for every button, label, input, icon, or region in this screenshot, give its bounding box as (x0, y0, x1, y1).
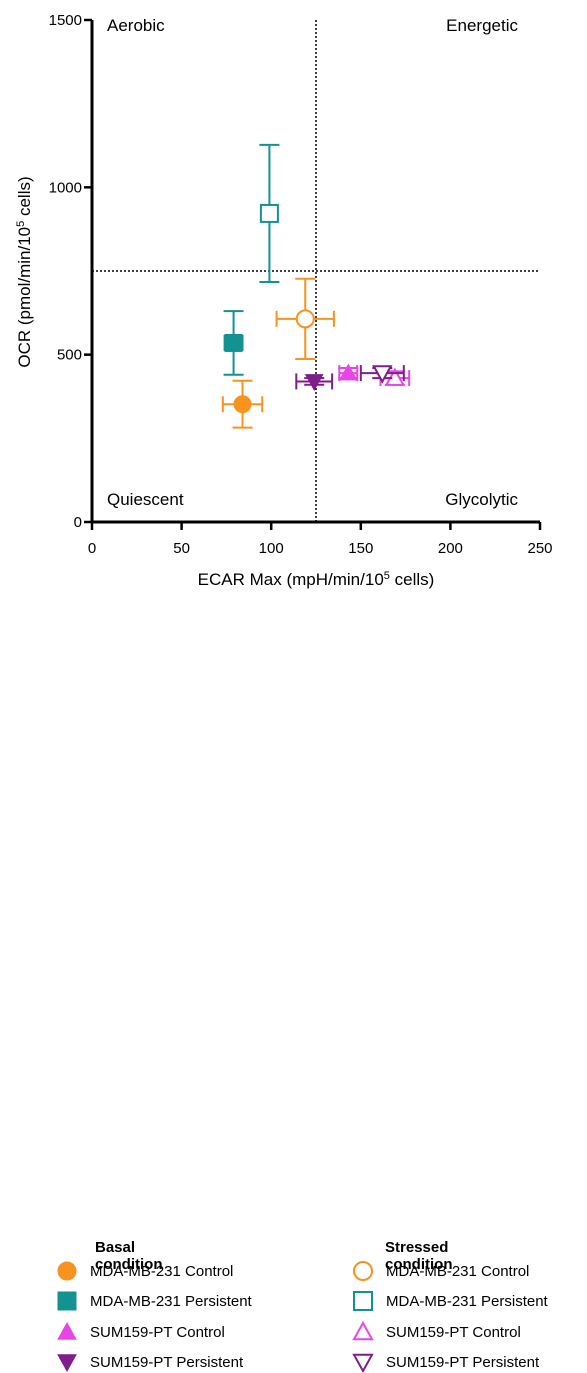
triangle-up-marker (57, 1321, 77, 1340)
square-marker (57, 1291, 77, 1311)
y-tick-label: 0 (74, 514, 82, 531)
legend-item-basal: MDA-MB-231 Control (56, 1260, 233, 1282)
x-axis-label-sup: 5 (384, 570, 390, 582)
x-axis-label-end: cells) (390, 570, 434, 589)
y-axis-label-main: OCR (pmol/min/10 (15, 227, 34, 368)
circle-marker (353, 1261, 373, 1281)
data-point (259, 143, 280, 284)
y-axis-label-sup: 5 (15, 221, 27, 227)
tick-labels: 0 50 100 150 200 250 0 500 1000 1500 (49, 12, 553, 557)
quadrant-labels: Aerobic Energetic Quiescent Glycolytic (107, 16, 518, 509)
quadrant-dividers (92, 20, 540, 522)
chart-container: Aerobic Energetic Quiescent Glycolytic 0… (15, 12, 553, 1373)
legend-item-stressed: MDA-MB-231 Persistent (352, 1290, 548, 1312)
triangle-down-marker (372, 365, 393, 384)
legend-marker-icon (57, 1354, 77, 1373)
y-tick-label: 500 (57, 347, 82, 364)
x-axis-label-main: ECAR Max (mpH/min/10 (198, 570, 384, 589)
data-points (221, 143, 411, 429)
legend-label: MDA-MB-231 Control (386, 1262, 530, 1280)
triangle-up-marker (352, 1321, 374, 1341)
triangle-up-marker (338, 363, 358, 381)
legend-marker-icon (57, 1261, 77, 1281)
data-point (275, 277, 335, 361)
legend-label: MDA-MB-231 Control (90, 1262, 234, 1280)
y-tick-label: 1000 (49, 179, 82, 196)
legend-marker-icon (353, 1261, 373, 1281)
legend-item-basal: SUM159-PT Control (56, 1321, 225, 1343)
quadrant-label-aerobic: Aerobic (107, 16, 165, 35)
legend-item-stressed: MDA-MB-231 Control (352, 1260, 529, 1282)
legend-item-stressed: SUM159-PT Control (352, 1321, 521, 1343)
quadrant-label-quiescent: Quiescent (107, 490, 184, 509)
x-tick-label: 150 (348, 540, 373, 557)
legend-marker-icon (352, 1321, 374, 1341)
triangle-down-marker (304, 374, 324, 391)
scatter-plot: Aerobic Energetic Quiescent Glycolytic 0… (15, 12, 553, 589)
legend-label: MDA-MB-231 Persistent (90, 1292, 252, 1310)
quadrant-label-energetic: Energetic (446, 16, 518, 35)
x-tick-label: 250 (527, 540, 552, 557)
y-tick-label: 1500 (49, 12, 82, 29)
data-point (295, 373, 334, 391)
square-marker (353, 1291, 373, 1311)
triangle-down-marker (57, 1354, 77, 1373)
legend-label: MDA-MB-231 Persistent (386, 1292, 548, 1310)
legend-label: SUM159-PT Control (386, 1323, 521, 1341)
data-point (223, 310, 244, 376)
x-axis-label: ECAR Max (mpH/min/105 cells) (198, 570, 435, 589)
square-marker (224, 333, 243, 352)
quadrant-label-glycolytic: Glycolytic (445, 490, 518, 509)
circle-marker (233, 395, 252, 414)
square-marker (259, 203, 279, 223)
triangle-down-marker (352, 1353, 374, 1373)
axes (84, 18, 542, 530)
circle-marker (57, 1261, 77, 1281)
legend-item-basal: SUM159-PT Persistent (56, 1351, 243, 1373)
x-tick-label: 100 (259, 540, 284, 557)
legend-label: SUM159-PT Persistent (386, 1353, 540, 1371)
x-tick-label: 0 (88, 540, 96, 557)
x-tick-label: 50 (173, 540, 190, 557)
data-point (221, 379, 264, 429)
legend-marker-icon (353, 1291, 373, 1311)
data-point (359, 365, 405, 384)
legend-label: SUM159-PT Persistent (90, 1353, 244, 1371)
x-tick-label: 200 (438, 540, 463, 557)
legend-marker-icon (352, 1353, 374, 1373)
legend-item-basal: MDA-MB-231 Persistent (56, 1290, 252, 1312)
legend-marker-icon (57, 1321, 77, 1340)
legend-marker-icon (57, 1291, 77, 1311)
legend-label: SUM159-PT Control (90, 1323, 225, 1341)
y-axis-label-end: cells) (15, 176, 34, 220)
circle-marker (295, 309, 315, 329)
data-point (338, 363, 359, 382)
legend-item-stressed: SUM159-PT Persistent (352, 1351, 539, 1373)
y-axis-label: OCR (pmol/min/105 cells) (15, 176, 34, 367)
